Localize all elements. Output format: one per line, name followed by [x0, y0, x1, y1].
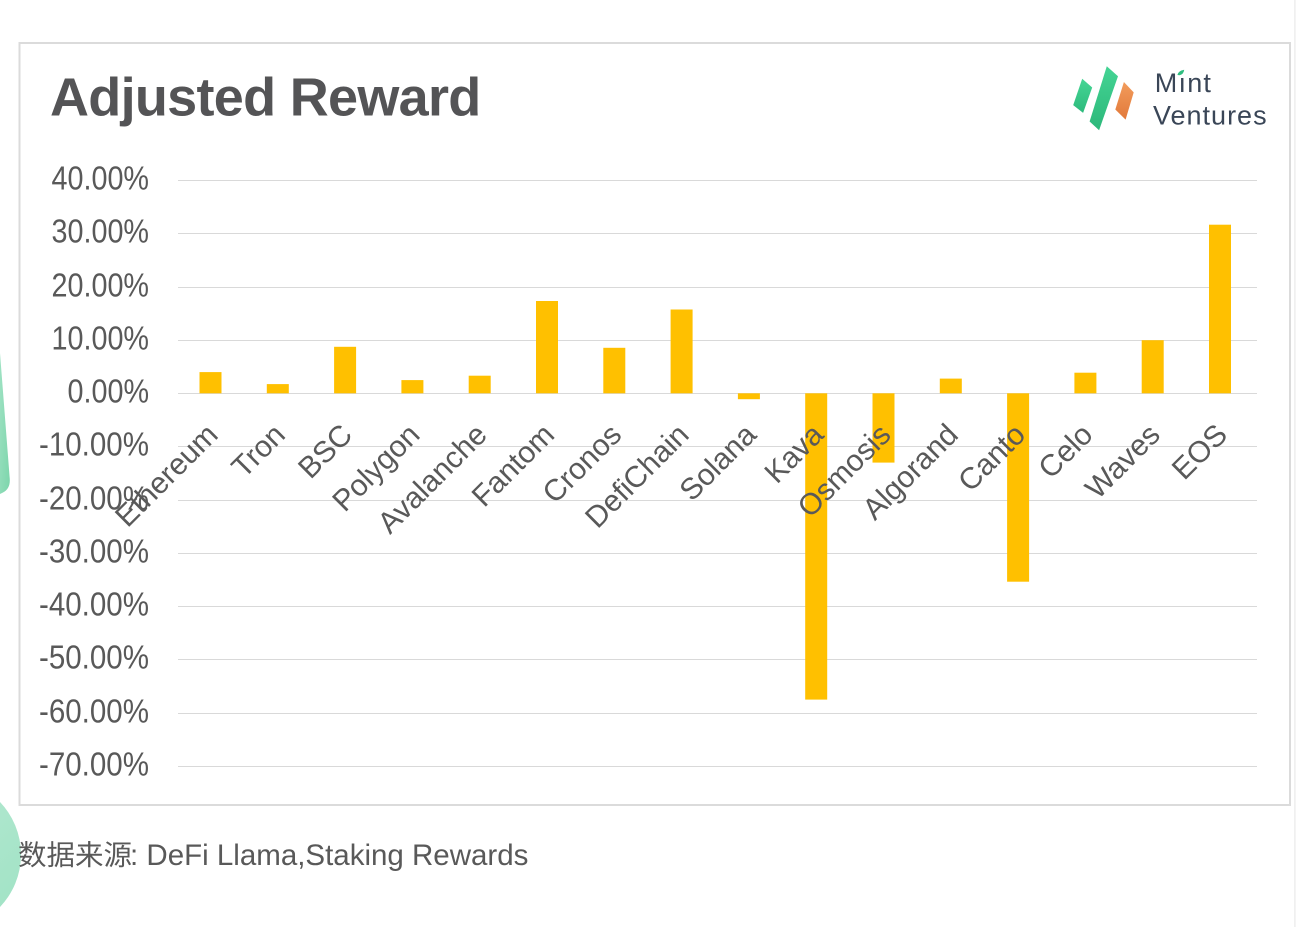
svg-text:-10.00%: -10.00% — [39, 426, 149, 463]
svg-text:-60.00%: -60.00% — [39, 693, 149, 730]
svg-text:40.00%: 40.00% — [52, 160, 150, 197]
svg-text:0.00%: 0.00% — [68, 373, 150, 410]
svg-text:30.00%: 30.00% — [52, 213, 150, 250]
svg-text:-20.00%: -20.00% — [39, 480, 149, 517]
svg-text:Ventures: Ventures — [1153, 100, 1268, 130]
svg-text:Adjusted Reward: Adjusted Reward — [50, 68, 481, 128]
svg-text:: DeFi Llama,Staking Rewards: : DeFi Llama,Staking Rewards — [130, 839, 528, 872]
svg-text:-50.00%: -50.00% — [39, 639, 149, 676]
svg-text:-30.00%: -30.00% — [39, 533, 149, 570]
svg-text:-40.00%: -40.00% — [39, 586, 149, 623]
svg-text:Mınt: Mınt — [1155, 68, 1212, 98]
svg-text:10.00%: 10.00% — [52, 320, 150, 357]
svg-text:-70.00%: -70.00% — [39, 746, 149, 783]
svg-text:20.00%: 20.00% — [52, 267, 150, 304]
